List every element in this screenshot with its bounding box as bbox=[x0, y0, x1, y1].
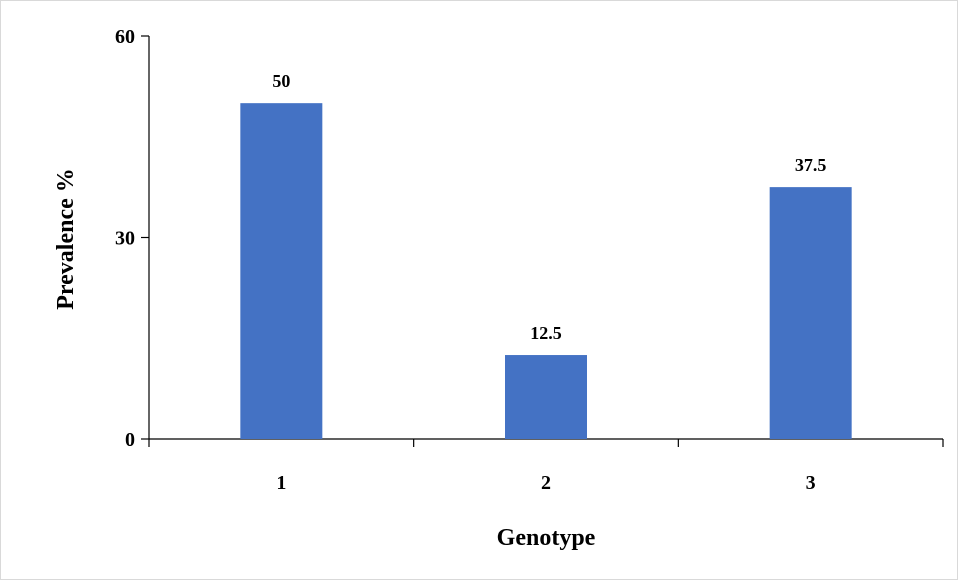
x-axis-label: Genotype bbox=[497, 525, 596, 551]
y-tick-label: 60 bbox=[115, 26, 135, 48]
bar-genotype-1 bbox=[240, 103, 323, 440]
data-label: 37.5 bbox=[795, 155, 827, 175]
y-axis-label: Prevalence % bbox=[53, 168, 79, 310]
bar-genotype-3 bbox=[769, 187, 852, 439]
data-label: 12.5 bbox=[530, 323, 562, 343]
x-tick-label: 1 bbox=[276, 472, 286, 494]
x-tick-label: 2 bbox=[541, 472, 551, 494]
y-tick-label: 0 bbox=[125, 429, 135, 451]
data-label: 50 bbox=[272, 71, 290, 91]
bars: 50 12.5 37.5 bbox=[240, 71, 852, 440]
x-tick-label: 3 bbox=[806, 472, 816, 494]
bar-genotype-2 bbox=[505, 355, 587, 439]
y-tick-label: 30 bbox=[115, 228, 135, 250]
labels: Prevalence % Genotype bbox=[53, 168, 596, 551]
